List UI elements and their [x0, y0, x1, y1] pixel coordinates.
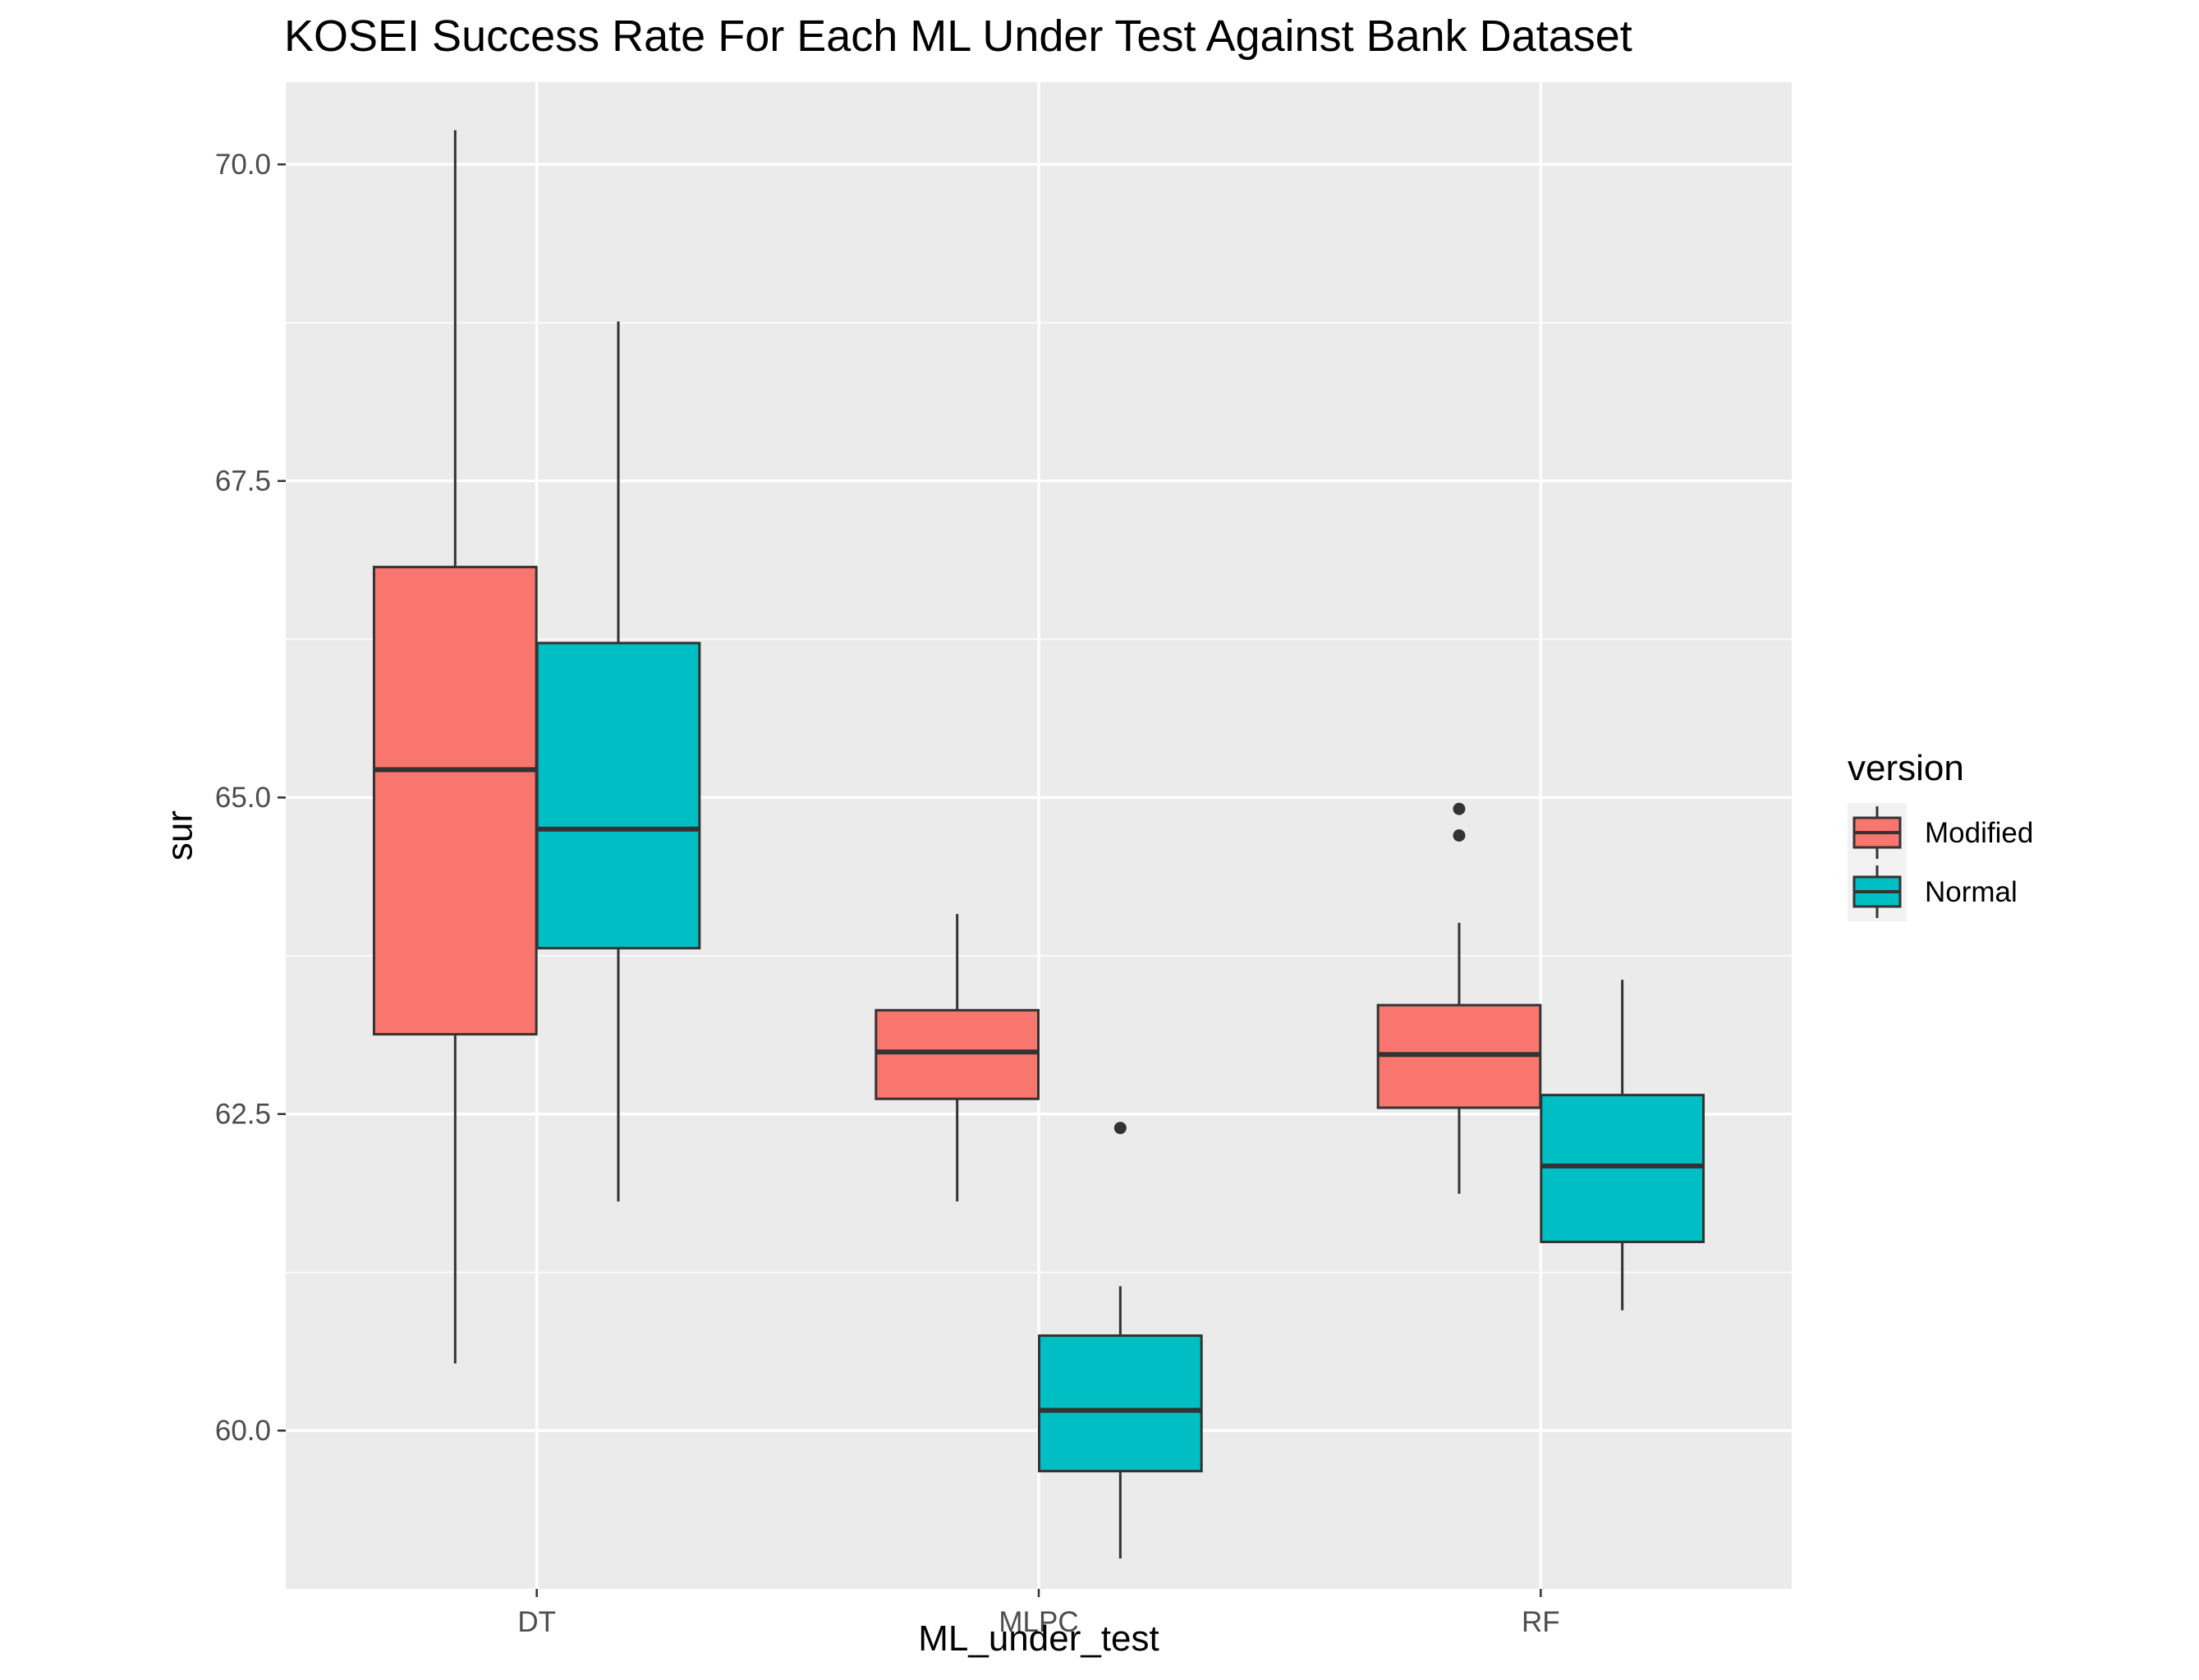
box-body	[875, 1008, 1040, 1100]
outlier-point	[1453, 802, 1466, 815]
legend: version Modified Normal	[1848, 748, 2033, 921]
box-modified-mlpc	[875, 914, 1040, 1202]
legend-item-modified: Modified	[1848, 803, 2033, 862]
box-normal-dt	[535, 321, 701, 1202]
x-tick-label: RF	[1522, 1606, 1560, 1638]
boxes	[372, 130, 1705, 1558]
x-tick-label: DT	[517, 1606, 556, 1638]
y-tick-label: 65.0	[215, 782, 271, 814]
x-axis-title: ML_under_test	[918, 1618, 1159, 1659]
chart-title: KOSEI Success Rate For Each ML Under Tes…	[284, 11, 1632, 61]
x-axis-ticks: DT MLPC RF	[517, 1589, 1560, 1638]
box-modified-dt	[372, 130, 538, 1364]
box-modified-rf	[1376, 802, 1542, 1194]
y-axis-title: sur	[159, 810, 200, 861]
box-body	[1037, 1334, 1203, 1473]
legend-label: Modified	[1925, 817, 2033, 849]
box-body	[1540, 1094, 1705, 1243]
y-tick-label: 60.0	[215, 1415, 271, 1447]
y-tick-label: 70.0	[215, 149, 271, 181]
legend-title: version	[1848, 748, 1964, 788]
y-tick-label: 62.5	[215, 1099, 271, 1131]
outlier-point	[1113, 1122, 1127, 1135]
legend-item-normal: Normal	[1848, 862, 2018, 921]
legend-label: Normal	[1925, 876, 2018, 908]
y-axis-ticks: 60.0 62.5 65.0 67.5 70.0	[215, 149, 286, 1447]
box-body	[535, 641, 701, 950]
box-normal-rf	[1540, 980, 1705, 1310]
box-body	[372, 566, 538, 1036]
box-normal-mlpc	[1037, 1122, 1203, 1558]
outlier-point	[1453, 829, 1466, 842]
x-tick-label: MLPC	[999, 1606, 1078, 1638]
y-tick-label: 67.5	[215, 466, 271, 498]
